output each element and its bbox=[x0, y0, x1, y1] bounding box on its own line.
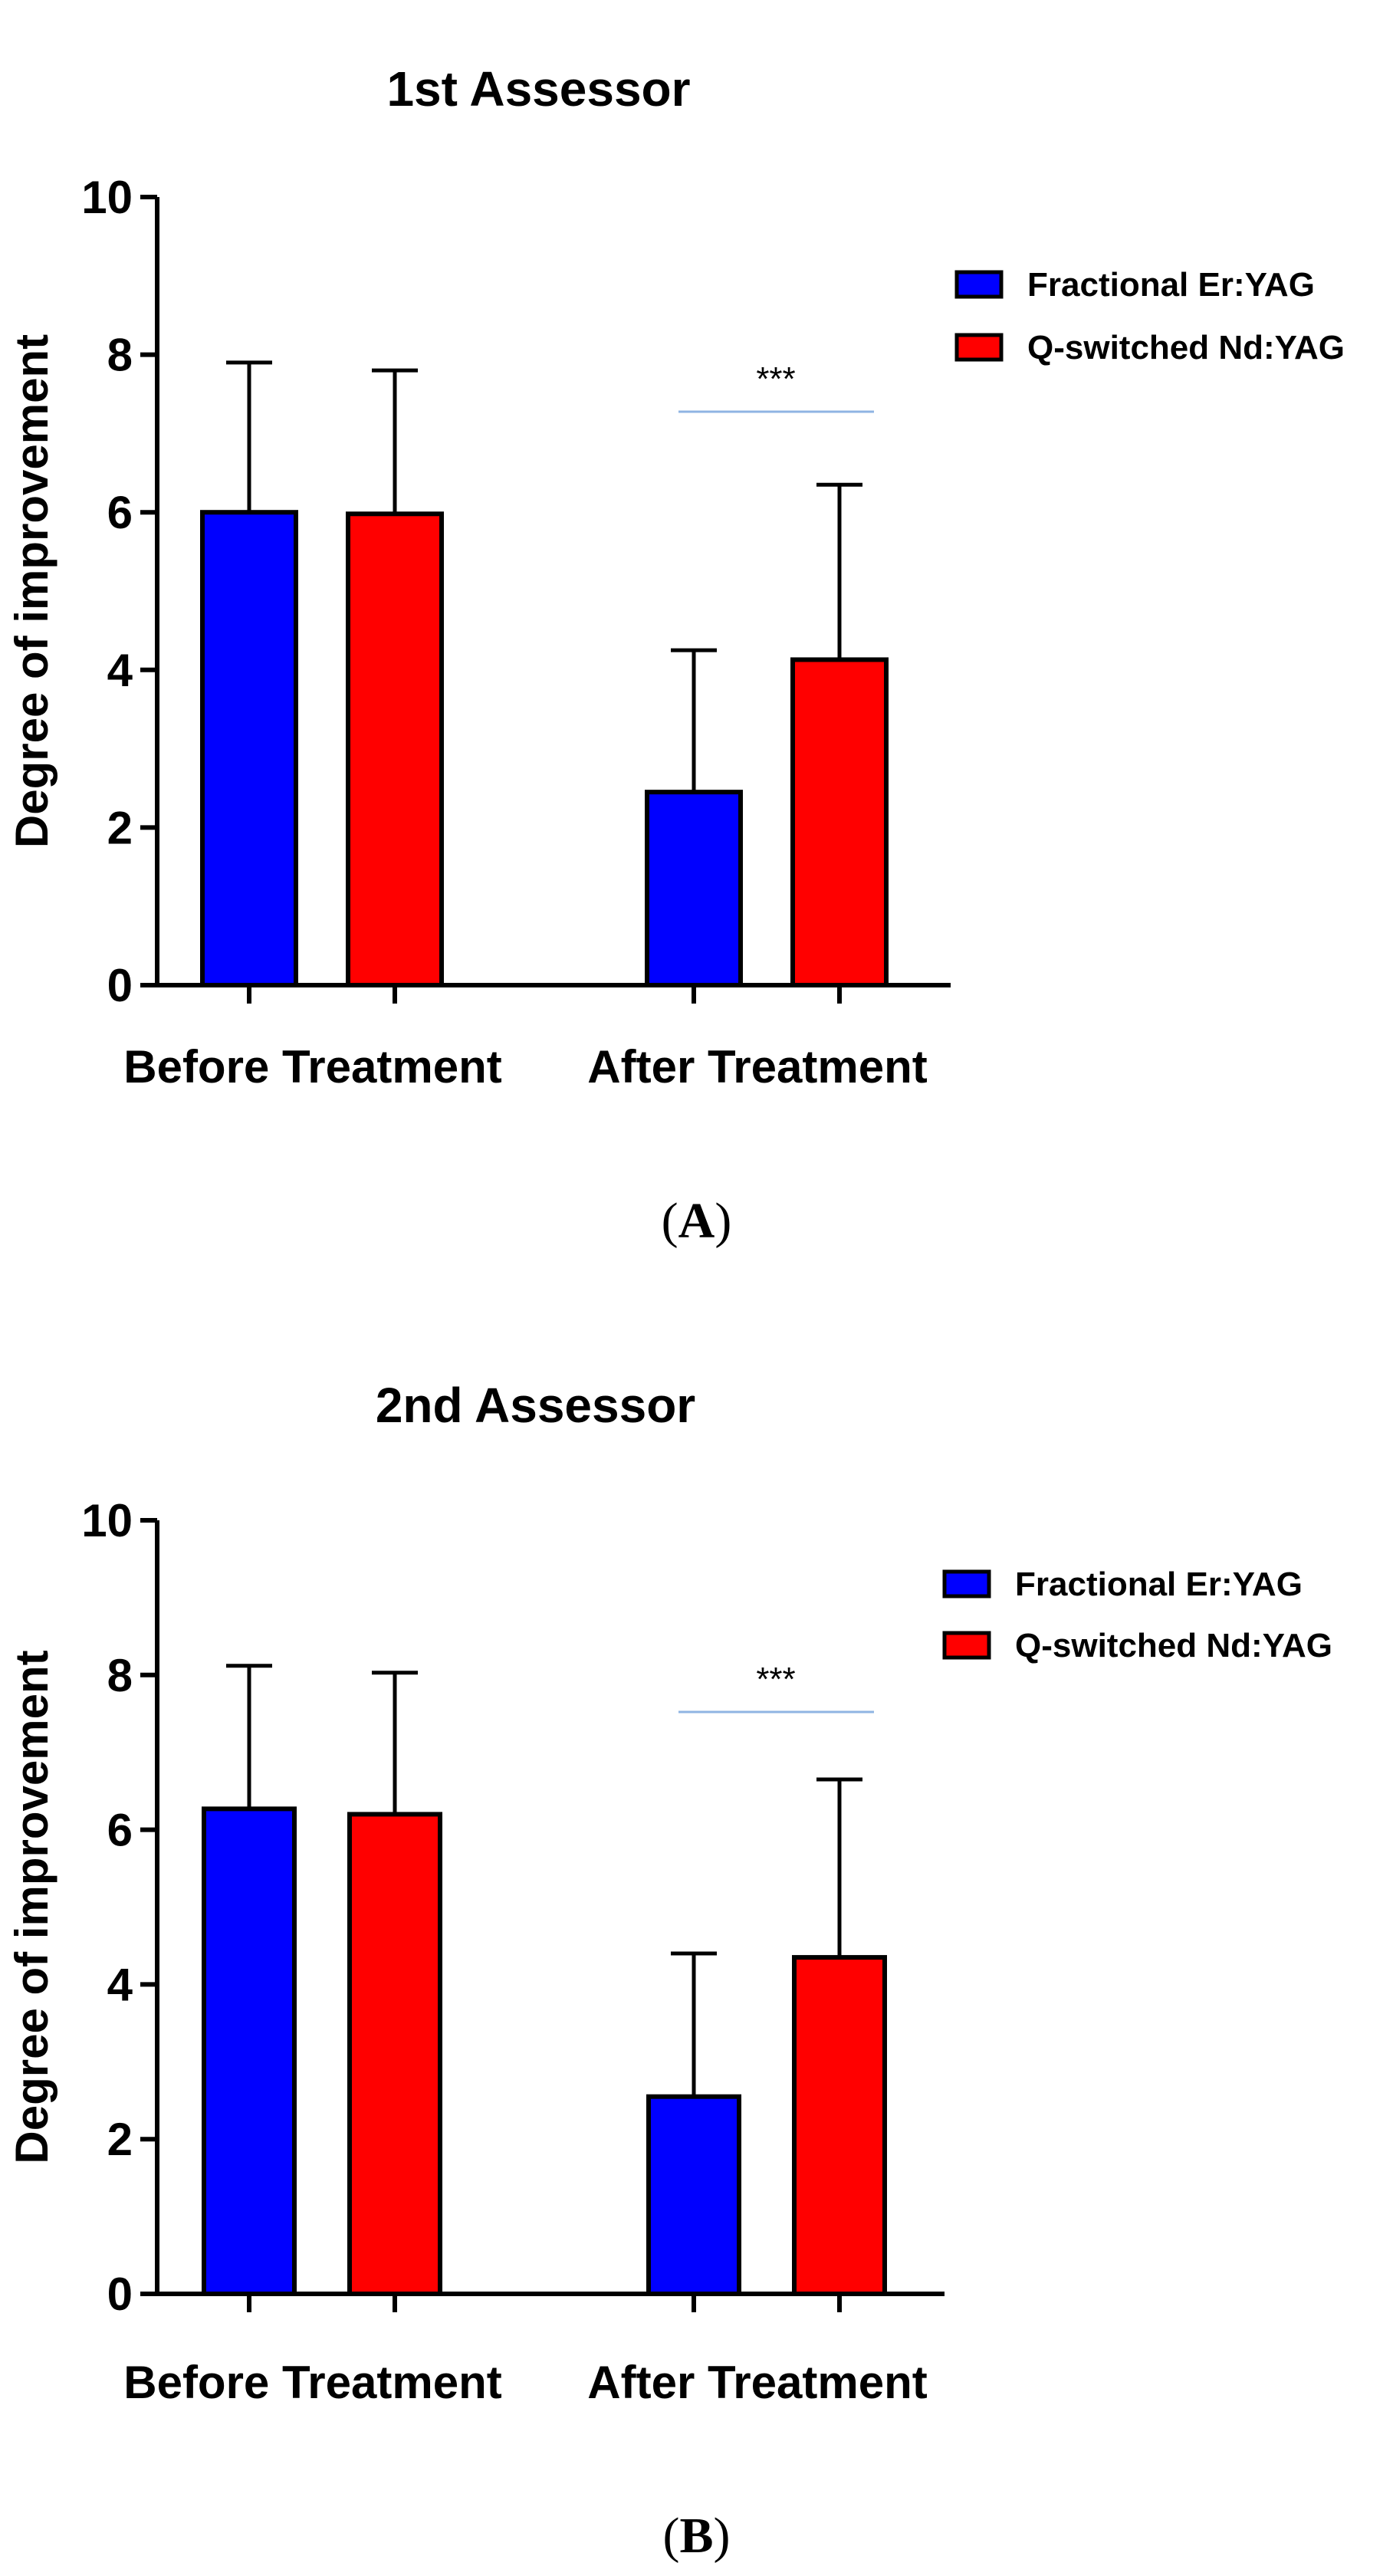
legend-swatch-qswitched bbox=[954, 333, 1004, 362]
y-tick-label: 0 bbox=[107, 2269, 133, 2320]
y-axis-label: Degree of improvement bbox=[6, 334, 57, 848]
y-tick-label: 2 bbox=[107, 2114, 133, 2165]
y-tick-label: 8 bbox=[107, 330, 133, 381]
x-category-label: Before Treatment bbox=[123, 2357, 501, 2408]
legend-swatch-fractional bbox=[942, 1569, 991, 1598]
y-tick-label: 4 bbox=[107, 645, 133, 696]
bar-qswitched-after bbox=[792, 1955, 887, 2297]
chart-title: 1st Assessor bbox=[386, 61, 690, 117]
bar-fractional-after bbox=[646, 2094, 741, 2296]
y-tick-label: 10 bbox=[81, 1495, 133, 1546]
bar-qswitched-before bbox=[347, 1812, 442, 2296]
legend-swatch-fractional bbox=[954, 270, 1004, 299]
chart-panel-a: 1st Assessor Degree of improvement 0 2 4 6 8 10… bbox=[6, 61, 1345, 1249]
bar-fractional-before bbox=[202, 1806, 297, 2296]
bar-fractional-before bbox=[200, 510, 298, 987]
legend-label-qswitched: Q-switched Nd:YAG bbox=[1027, 329, 1345, 366]
y-axis-label: Degree of improvement bbox=[6, 1650, 57, 2164]
chart-panel-b: 2nd Assessor Degree of improvement 0 2 4 6 8 10… bbox=[0, 1288, 1393, 2576]
x-category-label: Before Treatment bbox=[123, 1041, 501, 1092]
x-category-label: After Treatment bbox=[587, 1041, 927, 1092]
panel-label-b: (B) bbox=[662, 2508, 731, 2564]
legend-label-fractional: Fractional Er:YAG bbox=[1015, 1566, 1303, 1603]
legend-swatch-qswitched bbox=[942, 1631, 991, 1660]
y-tick-label: 0 bbox=[107, 960, 133, 1011]
bar-qswitched-after bbox=[790, 657, 889, 987]
chart-title: 2nd Assessor bbox=[376, 1378, 695, 1433]
significance-marker: *** bbox=[756, 360, 795, 398]
x-category-label: After Treatment bbox=[587, 2357, 927, 2408]
y-tick-label: 10 bbox=[81, 172, 133, 223]
y-tick-label: 8 bbox=[107, 1650, 133, 1701]
y-tick-label: 2 bbox=[107, 802, 133, 853]
y-tick-label: 4 bbox=[107, 1959, 133, 2010]
legend-label-qswitched: Q-switched Nd:YAG bbox=[1015, 1627, 1332, 1664]
chart-2nd-assessor: 2nd Assessor Degree of improvement 0 2 4 6 8 10… bbox=[6, 1378, 1332, 2408]
panel-label-a: (A) bbox=[661, 1193, 732, 1249]
bar-fractional-after bbox=[645, 790, 743, 988]
y-tick-label: 6 bbox=[107, 1805, 133, 1856]
y-tick-label: 6 bbox=[107, 487, 133, 538]
legend-label-fractional: Fractional Er:YAG bbox=[1027, 266, 1315, 304]
bar-qswitched-before bbox=[346, 511, 444, 987]
significance-marker: *** bbox=[756, 1661, 795, 1698]
chart-1st-assessor: 1st Assessor Degree of improvement 0 2 4 6 8 10… bbox=[6, 61, 1345, 1092]
